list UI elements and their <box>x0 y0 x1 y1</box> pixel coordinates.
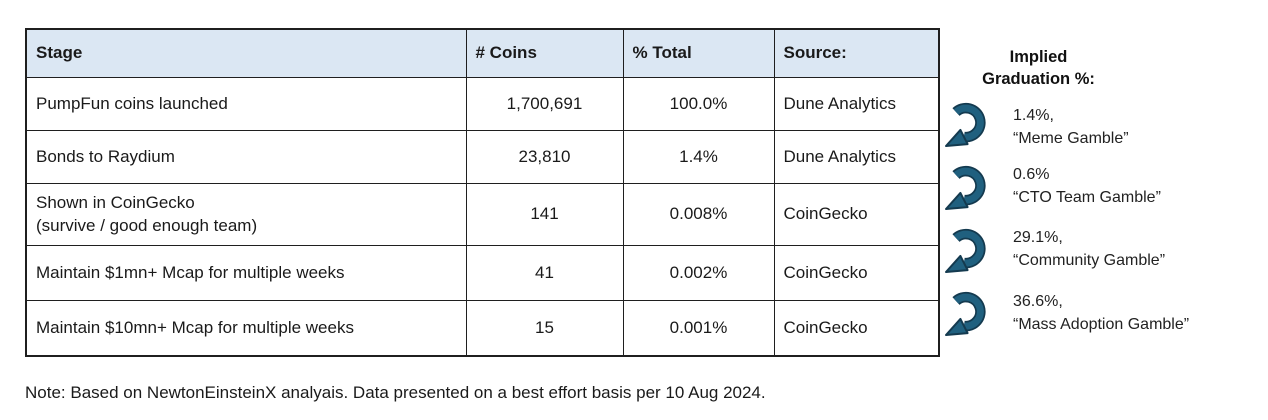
graduation-annotation: 36.6%, “Mass Adoption Gamble” <box>1013 290 1189 336</box>
cell-stage: Bonds to Raydium <box>25 130 467 184</box>
graduation-annotation: 29.1%, “Community Gamble” <box>1013 226 1165 272</box>
stage-line-2: (survive / good enough team) <box>36 215 258 235</box>
table-row: Maintain $10mn+ Mcap for multiple weeks … <box>25 300 940 356</box>
cell-pct: 0.001% <box>622 300 775 356</box>
graduation-value: 1.4%, <box>1013 107 1054 124</box>
cell-stage: Maintain $1mn+ Mcap for multiple weeks <box>25 245 467 301</box>
cell-stage: Maintain $10mn+ Mcap for multiple weeks <box>25 300 467 356</box>
cell-coins: 23,810 <box>465 130 624 184</box>
footnote: Note: Based on NewtonEinsteinX analyais.… <box>25 383 766 402</box>
cell-pct: 0.008% <box>622 183 775 246</box>
curved-arrow-icon <box>945 291 986 336</box>
graduation-annotation: 0.6% “CTO Team Gamble” <box>1013 163 1161 209</box>
cell-stage: Shown in CoinGecko (survive / good enoug… <box>25 183 467 246</box>
header-stage: Stage <box>25 28 467 78</box>
header-pct-total: % Total <box>622 28 775 78</box>
table-row: PumpFun coins launched 1,700,691 100.0% … <box>25 77 940 131</box>
cell-coins: 15 <box>465 300 624 356</box>
cell-pct: 1.4% <box>622 130 775 184</box>
cell-source: CoinGecko <box>773 245 940 301</box>
graduation-funnel-table: Stage # Coins % Total Source: PumpFun co… <box>25 28 940 357</box>
table-header-row: Stage # Coins % Total Source: <box>25 28 940 78</box>
table-row: Maintain $1mn+ Mcap for multiple weeks 4… <box>25 245 940 301</box>
cell-coins: 1,700,691 <box>465 77 624 131</box>
cell-pct: 0.002% <box>622 245 775 301</box>
heading-line-2: Graduation %: <box>982 70 1095 88</box>
cell-stage: PumpFun coins launched <box>25 77 467 131</box>
graduation-annotation: 1.4%, “Meme Gamble” <box>1013 104 1129 150</box>
cell-coins: 41 <box>465 245 624 301</box>
graduation-value: 0.6% <box>1013 166 1050 183</box>
cell-source: CoinGecko <box>773 300 940 356</box>
graduation-value: 36.6%, <box>1013 293 1063 310</box>
graduation-value: 29.1%, <box>1013 229 1063 246</box>
cell-coins: 141 <box>465 183 624 246</box>
cell-pct: 100.0% <box>622 77 775 131</box>
header-source: Source: <box>773 28 940 78</box>
curved-arrow-icon <box>945 102 986 147</box>
cell-source: CoinGecko <box>773 183 940 246</box>
graduation-label: “Mass Adoption Gamble” <box>1013 316 1190 333</box>
cell-source: Dune Analytics <box>773 77 940 131</box>
curved-arrow-icon <box>945 228 986 273</box>
graduation-label: “CTO Team Gamble” <box>1013 189 1161 206</box>
table-row: Shown in CoinGecko (survive / good enoug… <box>25 183 940 246</box>
implied-graduation-heading: Implied Graduation %: <box>956 46 1121 90</box>
graduation-label: “Meme Gamble” <box>1013 130 1129 147</box>
cell-source: Dune Analytics <box>773 130 940 184</box>
curved-arrow-icon <box>945 165 986 210</box>
header-coins: # Coins <box>465 28 624 78</box>
stage-line-1: Shown in CoinGecko <box>36 193 195 213</box>
table-row: Bonds to Raydium 23,810 1.4% Dune Analyt… <box>25 130 940 184</box>
heading-line-1: Implied <box>1009 48 1068 66</box>
graduation-label: “Community Gamble” <box>1013 252 1166 269</box>
